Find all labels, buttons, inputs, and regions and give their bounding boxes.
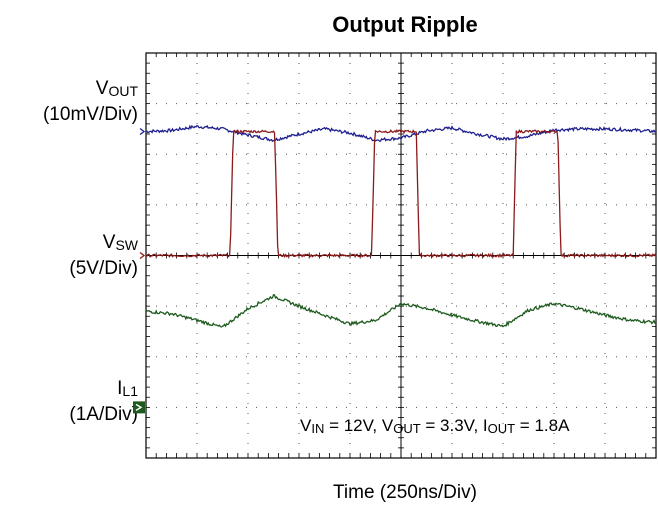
vout-label-main: V [95,78,109,99]
il1-channel-label: IL1 (1A/Div) [69,377,138,426]
cond-vin-sub: IN [311,421,325,436]
cond-vin-rest: = 12V, [324,416,382,435]
cond-vout-rest: = 3.3V, [420,416,483,435]
vsw-label-main: V [102,232,116,253]
vsw-label-scale: (5V/Div) [69,258,138,279]
ground-marker-vout [139,127,146,135]
trace-il1 [145,294,657,328]
chart-title: Output Ripple [332,12,478,37]
cond-iout-sub: OUT [487,421,516,436]
ground-marker-il1 [133,401,145,414]
vout-label-sub: OUT [108,83,138,99]
vout-channel-label: VOUT (10mV/Div) [43,77,138,126]
trace-vout [145,124,657,143]
ground-marker-vsw [139,251,146,260]
ground-marker-arrow [135,403,143,411]
cond-vin-main: V [300,416,312,435]
il1-label-scale: (1A/Div) [69,404,138,425]
x-axis-label: Time (250ns/Div) [333,482,477,503]
cond-iout-main: I [482,416,488,435]
vout-label-scale: (10mV/Div) [42,104,138,125]
vsw-channel-label: VSW (5V/Div) [69,231,138,280]
cond-vout-main: V [381,416,394,435]
vsw-label-sub: SW [115,237,138,253]
test-conditions: VIN = 12V, VOUT = 3.3V, IOUT = 1.8A [300,416,569,436]
il1-label-sub: L1 [122,383,138,399]
il1-label-main: I [117,378,123,399]
cond-vout-sub: OUT [393,421,421,436]
trace-vsw [145,128,657,259]
cond-iout-rest: = 1.8A [515,416,570,435]
